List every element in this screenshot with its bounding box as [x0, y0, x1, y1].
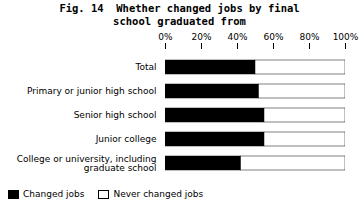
html-text:Fig. 14 Whether changed jobs b: Fig. 14 Whether changed jobs by final sc… [59, 2, 300, 27]
svg-text:60%: 60% [263, 32, 283, 42]
svg-text:Junior college: Junior college [95, 134, 157, 144]
svg-text:40%: 40% [227, 32, 247, 42]
svg-text:80%: 80% [299, 32, 319, 42]
svg-text:0%: 0% [158, 32, 173, 42]
svg-text:20%: 20% [191, 32, 211, 42]
svg-text:Senior high school: Senior high school [74, 110, 157, 120]
svg-text:100%: 100% [333, 32, 359, 42]
html-text:Changed jobs: Changed jobs [23, 189, 85, 199]
svg-text:College or university, includi: College or university, includinggraduate… [17, 154, 157, 173]
html-text:Never changed jobs: Never changed jobs [113, 189, 204, 199]
svg-text:Total: Total [134, 62, 156, 72]
svg-text:Primary or junior high school: Primary or junior high school [27, 86, 157, 96]
